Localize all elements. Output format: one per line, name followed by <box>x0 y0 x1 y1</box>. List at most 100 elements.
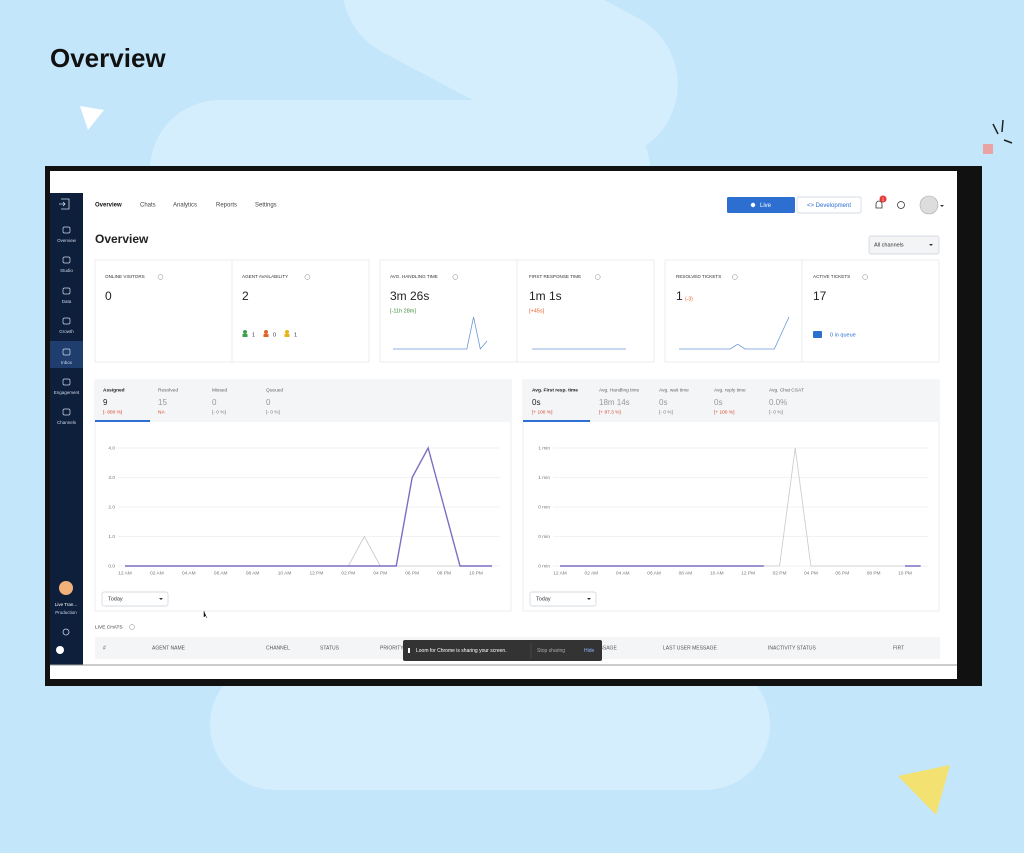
blob <box>210 660 770 790</box>
metric-delta: [+ 87.3 %] <box>599 409 621 415</box>
metric-value: 0.0% <box>769 398 787 407</box>
panel-tabs <box>523 380 939 422</box>
queue-label: 0 in queue <box>830 332 856 338</box>
section-title: LIVE CHATS <box>95 624 123 630</box>
y-tick-label: 3.0 <box>108 475 115 481</box>
card-value: 3m 26s <box>390 289 429 303</box>
sidebar-item[interactable]: Data <box>62 299 72 304</box>
toast <box>403 640 602 661</box>
range-select[interactable] <box>529 591 597 607</box>
x-tick-label: 08 AM <box>679 570 693 576</box>
metric-delta: [- 0 %] <box>212 409 226 415</box>
x-tick-label: 04 AM <box>182 570 196 576</box>
nav-tab[interactable]: Reports <box>216 203 237 209</box>
badge-count: 1 <box>882 197 885 202</box>
metric-tab[interactable]: Avg. Chat CSAT <box>769 387 804 393</box>
metric-tab[interactable]: Avg. wait time <box>659 387 689 393</box>
info-icon <box>594 274 601 280</box>
column-header[interactable]: INACTIVITY STATUS <box>768 645 816 651</box>
user-avatar <box>59 581 73 595</box>
info-icon <box>452 274 459 280</box>
sidebar-item[interactable]: Overview <box>57 238 77 243</box>
metric-delta: [- 800 %] <box>103 409 122 415</box>
line-series <box>125 446 492 567</box>
metric-tab[interactable]: Avg. reply time <box>714 387 746 393</box>
user-name: Live Tran... <box>55 602 77 607</box>
metric-value: 0s <box>714 398 722 407</box>
sidebar-item[interactable]: Studio <box>60 268 73 273</box>
square <box>983 144 993 154</box>
channel-select-label: All channels <box>874 242 904 248</box>
metric-tab[interactable]: Assigned <box>103 387 125 393</box>
sidebar-item[interactable]: Channels <box>57 420 77 425</box>
development-label: <> Development <box>807 203 851 209</box>
x-tick-label: 08 PM <box>867 570 881 576</box>
metric-tab[interactable]: Resolved <box>158 387 178 393</box>
column-header[interactable]: PRIORITY <box>380 645 404 651</box>
card-value: 0 <box>105 289 112 303</box>
card-label: FIRST RESPONSE TIME <box>529 274 581 279</box>
card-value: 17 <box>813 289 827 303</box>
sidebar-icon <box>62 348 71 356</box>
x-tick-label: 04 AM <box>616 570 630 576</box>
caret <box>940 205 944 207</box>
column-header[interactable]: # <box>103 645 106 651</box>
nav-tab[interactable]: Settings <box>255 203 277 209</box>
x-tick-label: 06 PM <box>405 570 419 576</box>
status-count: 1 <box>294 332 297 338</box>
x-tick-label: 10 PM <box>469 570 483 576</box>
cursor <box>203 611 208 619</box>
status-icon <box>264 330 268 334</box>
info-icon <box>157 274 164 280</box>
card-delta: (-3) <box>685 296 693 302</box>
x-tick-label: 06 PM <box>835 570 849 576</box>
bell-icon[interactable] <box>875 200 883 209</box>
metric-delta: NA <box>158 409 165 415</box>
info-icon <box>129 624 135 630</box>
triangle <box>80 106 104 130</box>
y-tick-label: 1.0 <box>108 534 115 540</box>
x-tick-label: 12 AM <box>553 570 567 576</box>
sparkline <box>393 316 488 350</box>
y-tick-label: 0.0 <box>108 563 115 569</box>
column-header[interactable]: AGENT NAME <box>152 645 186 651</box>
settings-icon <box>62 628 70 636</box>
metric-tab[interactable]: Avg. First resp. time <box>532 387 578 393</box>
hide-button[interactable]: Hide <box>584 648 595 654</box>
column-header[interactable]: CHANNEL <box>266 645 290 651</box>
live-label: Live <box>760 203 772 209</box>
metric-tab[interactable]: Missed <box>212 387 228 393</box>
sidebar-item[interactable]: Engagement <box>54 390 80 395</box>
card-label: RESOLVED TICKETS <box>676 274 721 279</box>
nav-tab[interactable]: Overview <box>95 203 122 209</box>
column-header[interactable]: LAST USER MESSAGE <box>663 645 717 651</box>
sidebar-item[interactable]: Inbox <box>61 360 73 365</box>
development-button[interactable] <box>796 196 862 214</box>
status-icon <box>284 334 290 337</box>
x-tick-label: 10 AM <box>710 570 724 576</box>
stop-sharing[interactable]: Stop sharing <box>537 648 565 654</box>
x-tick-label: 02 AM <box>150 570 164 576</box>
metric-value: 15 <box>158 398 167 407</box>
column-header[interactable]: FIRT <box>893 645 904 651</box>
help-button[interactable] <box>897 201 905 209</box>
sidebar-item[interactable]: Growth <box>59 329 74 334</box>
avatar[interactable] <box>919 195 939 215</box>
sidebar-icon <box>62 287 71 295</box>
metric-tab[interactable]: Avg. Handling time <box>599 387 640 393</box>
live-button[interactable] <box>727 197 795 213</box>
channel-select[interactable] <box>868 235 940 255</box>
info-icon <box>862 274 868 280</box>
metric-delta: [- 0 %] <box>659 409 673 415</box>
nav-tab[interactable]: Chats <box>140 203 156 209</box>
nav-tab[interactable]: Analytics <box>173 203 197 209</box>
range-select[interactable] <box>101 591 169 607</box>
badge <box>879 195 887 203</box>
card-label: AVG. HANDLING TIME <box>390 274 438 279</box>
ticket-icon <box>813 331 822 338</box>
metric-tab[interactable]: Queued <box>266 387 283 393</box>
sparkline <box>679 316 790 350</box>
caret <box>159 598 163 600</box>
status-icon <box>285 330 289 334</box>
column-header[interactable]: STATUS <box>320 645 340 651</box>
